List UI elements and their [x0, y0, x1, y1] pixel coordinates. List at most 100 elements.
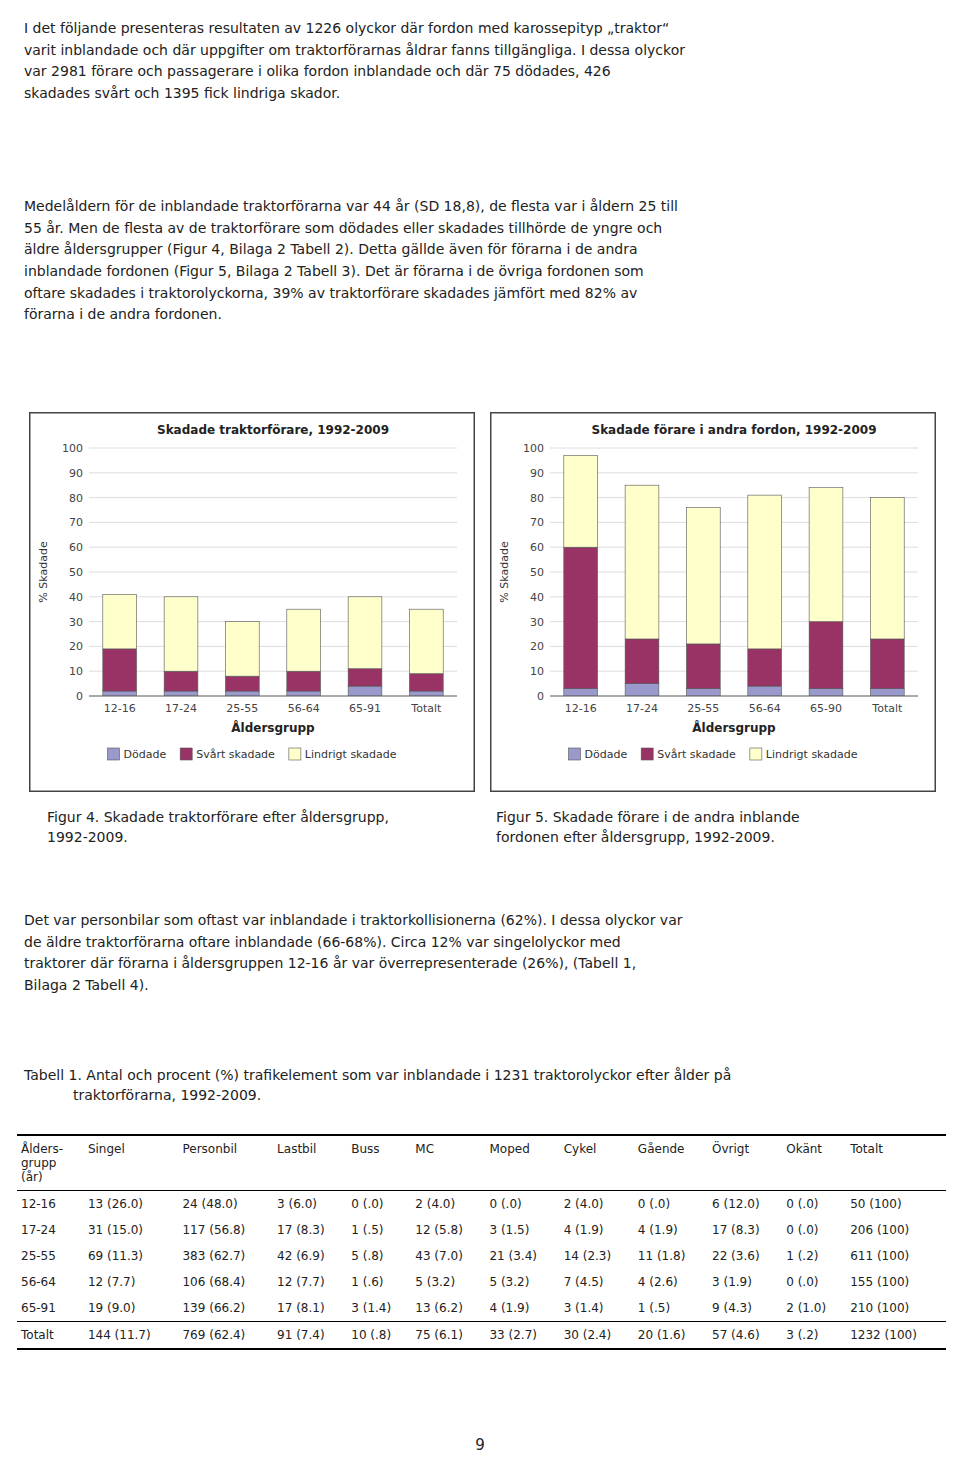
y-tick-label: 30	[530, 616, 544, 629]
table-cell: 769 (62.4)	[178, 1322, 273, 1350]
table-cell: 30 (2.4)	[560, 1322, 634, 1350]
table-cell: 9 (4.3)	[708, 1295, 782, 1322]
table-cell: 4 (1.9)	[485, 1295, 559, 1322]
y-tick-label: 70	[530, 516, 544, 529]
figure-caption: Figur 5. Skadade förare i de andra inbla…	[496, 807, 800, 848]
y-tick-label: 90	[69, 467, 83, 480]
y-tick-label: 0	[537, 690, 544, 703]
chart: Skadade förare i andra fordon, 1992-2009…	[490, 412, 936, 792]
y-tick-label: 20	[69, 640, 83, 653]
y-tick-label: 80	[530, 492, 544, 505]
table-header: Ålders- grupp (år)	[17, 1135, 84, 1191]
table-cell: 22 (3.6)	[708, 1243, 782, 1269]
grid-line	[550, 596, 918, 597]
table-cell: 106 (68.4)	[178, 1269, 273, 1295]
table-cell: 12-16	[17, 1191, 84, 1218]
legend-label: Lindrigt skadade	[305, 748, 397, 761]
table-header: Lastbil	[273, 1135, 347, 1191]
table-cell: 0 (.0)	[782, 1191, 846, 1218]
page: { "chart_data": [ { "type": "bar", "stac…	[0, 0, 960, 1463]
table-title: Tabell 1. Antal och procent (%) trafikel…	[24, 1065, 731, 1106]
legend-swatch	[568, 748, 580, 760]
bar-segment	[564, 547, 598, 688]
x-axis-label: Åldersgrupp	[692, 720, 776, 735]
y-axis-label: % Skadade	[37, 541, 50, 603]
x-tick-label: Totalt	[871, 702, 903, 715]
chart-frame	[30, 413, 475, 792]
grid-line	[89, 572, 457, 573]
bar-segment	[809, 622, 843, 689]
table-header: Gående	[634, 1135, 708, 1191]
y-tick-label: 60	[530, 541, 544, 554]
table-cell: 206 (100)	[846, 1217, 946, 1243]
y-tick-label: 50	[69, 566, 83, 579]
bar-segment	[409, 609, 443, 673]
x-tick-label: 25-55	[226, 702, 258, 715]
paragraph: I det följande presenteras resultaten av…	[24, 18, 685, 105]
table-cell: 14 (2.3)	[560, 1243, 634, 1269]
table-cell: 3 (6.0)	[273, 1191, 347, 1218]
table-cell: 65-91	[17, 1295, 84, 1322]
table-cell: 10 (.8)	[347, 1322, 411, 1350]
legend-swatch	[750, 748, 762, 760]
chart-title: Skadade traktorförare, 1992-2009	[157, 423, 389, 437]
y-tick-label: 100	[62, 442, 83, 455]
legend-label: Svårt skadade	[657, 748, 736, 761]
y-tick-label: 40	[530, 591, 544, 604]
table-cell: 24 (48.0)	[178, 1191, 273, 1218]
y-tick-label: 70	[69, 516, 83, 529]
bar-segment	[870, 639, 904, 689]
grid-line	[550, 696, 918, 697]
bar-segment	[564, 689, 598, 696]
x-tick-label: 56-64	[749, 702, 781, 715]
y-tick-label: 100	[523, 442, 544, 455]
grid-line	[89, 596, 457, 597]
bars	[564, 455, 904, 696]
legend-swatch	[180, 748, 192, 760]
y-tick-label: 10	[69, 665, 83, 678]
y-axis-label: % Skadade	[498, 541, 511, 603]
table-cell: 42 (6.9)	[273, 1243, 347, 1269]
bar-segment	[225, 622, 259, 677]
x-tick-label: 12-16	[104, 702, 136, 715]
chart-frame	[491, 413, 936, 792]
x-tick-label: 65-90	[810, 702, 842, 715]
bar-segment	[225, 676, 259, 691]
x-tick-label: 65-91	[349, 702, 381, 715]
table-cell: 0 (.0)	[782, 1217, 846, 1243]
x-tick-label: 25-55	[687, 702, 719, 715]
bar-segment	[348, 669, 382, 686]
grid-line	[89, 472, 457, 473]
table-cell: 19 (9.0)	[84, 1295, 179, 1322]
table-cell: 0 (.0)	[634, 1191, 708, 1218]
bar-segment	[348, 686, 382, 696]
bar-segment	[748, 495, 782, 649]
paragraph: Det var personbilar som oftast var inbla…	[24, 910, 682, 997]
table-cell: 383 (62.7)	[178, 1243, 273, 1269]
table-cell: 144 (11.7)	[84, 1322, 179, 1350]
table-cell: 0 (.0)	[347, 1191, 411, 1218]
legend: DödadeSvårt skadadeLindrigt skadade	[568, 748, 857, 761]
x-tick-label: 17-24	[165, 702, 197, 715]
table-cell: 11 (1.8)	[634, 1243, 708, 1269]
table-cell: 0 (.0)	[782, 1269, 846, 1295]
table-cell: 56-64	[17, 1269, 84, 1295]
y-tick-label: 80	[69, 492, 83, 505]
y-tick-label: 30	[69, 616, 83, 629]
x-tick-label: 56-64	[288, 702, 320, 715]
page-number: 9	[0, 1436, 960, 1454]
table-header: Okänt	[782, 1135, 846, 1191]
table-cell: 1 (.5)	[634, 1295, 708, 1322]
bar-segment	[870, 498, 904, 639]
table-cell: 155 (100)	[846, 1269, 946, 1295]
legend-label: Svårt skadade	[196, 748, 275, 761]
table-cell: 33 (2.7)	[485, 1322, 559, 1350]
table-cell: 12 (7.7)	[84, 1269, 179, 1295]
bar-segment	[287, 609, 321, 671]
table-cell: 17-24	[17, 1217, 84, 1243]
x-tick-label: 17-24	[626, 702, 658, 715]
table-cell: 5 (.8)	[347, 1243, 411, 1269]
grid-line	[89, 621, 457, 622]
bar-segment	[164, 597, 198, 671]
grid-line	[550, 671, 918, 672]
